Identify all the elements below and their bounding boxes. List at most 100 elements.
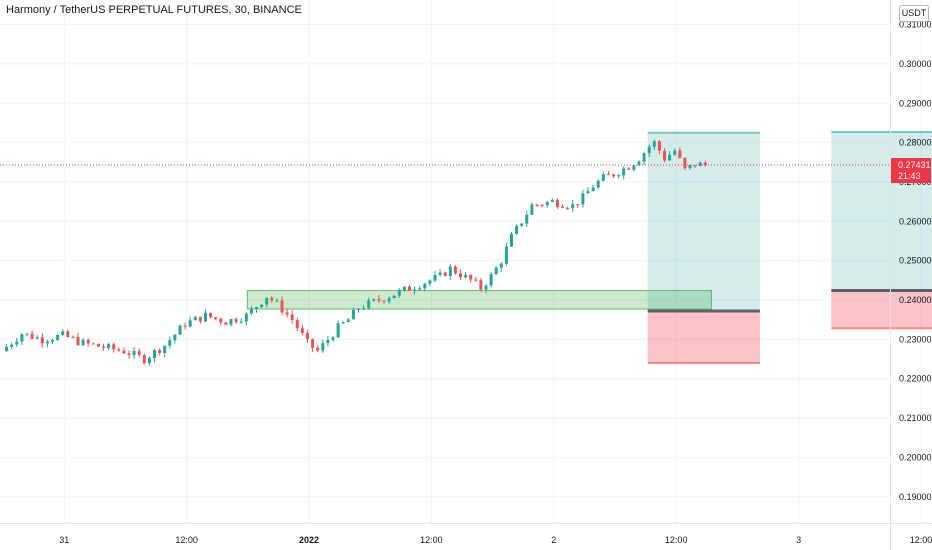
candle (469, 274, 473, 283)
candle (61, 329, 65, 336)
candle (571, 199, 575, 212)
y-tick-label: 0.25000 (899, 256, 932, 266)
candle-body (596, 180, 600, 188)
candle (657, 140, 661, 155)
candle (331, 335, 335, 342)
profit-zone[interactable] (647, 132, 760, 312)
candle (627, 167, 631, 171)
currency-button[interactable]: USDT (899, 5, 929, 22)
candle-body (484, 285, 488, 290)
candle-body (178, 325, 182, 335)
candle-body (469, 274, 473, 280)
candle-body (15, 341, 19, 345)
candle-body (438, 272, 442, 276)
candle-body (459, 273, 462, 278)
candle (566, 206, 570, 211)
candle-body (474, 279, 478, 281)
candle (489, 272, 493, 288)
y-tick-label: 0.26000 (899, 216, 932, 226)
candle-body (306, 332, 309, 340)
candle (71, 335, 75, 339)
candle-body (153, 350, 156, 359)
profit-zone[interactable] (831, 131, 932, 291)
candle-body (5, 346, 9, 352)
support-zone-rect[interactable] (246, 290, 712, 310)
candle-body (397, 290, 401, 296)
candle (479, 277, 483, 293)
candle (280, 296, 284, 316)
candle-body (168, 340, 172, 346)
y-tick-label: 0.20000 (899, 452, 932, 462)
loss-zone[interactable] (831, 290, 932, 329)
candle-body (260, 304, 264, 308)
candle (224, 321, 228, 325)
candle-body (183, 325, 187, 327)
candle-body (275, 300, 279, 302)
grid (0, 0, 922, 523)
candle-body (632, 165, 636, 170)
candle (306, 330, 309, 343)
x-tick-label: 2 (551, 535, 556, 545)
candle (561, 204, 564, 209)
candle (413, 286, 417, 295)
candle (35, 335, 39, 340)
candle (300, 324, 304, 336)
candle-body (504, 246, 508, 264)
candle (234, 317, 238, 324)
candle-body (688, 164, 692, 169)
x-tick-label: 12:00 (910, 535, 932, 545)
candle-body (25, 333, 29, 335)
candle-body (40, 337, 44, 344)
candle-body (448, 266, 452, 277)
y-tick-label: 0.28000 (899, 138, 932, 148)
candle (382, 300, 386, 304)
candle (178, 324, 182, 335)
candle (239, 318, 243, 325)
candle-body (622, 168, 626, 176)
loss-zone[interactable] (647, 311, 760, 363)
candle (663, 148, 666, 163)
candle (183, 322, 187, 330)
candle (484, 283, 488, 294)
candle (397, 288, 401, 298)
candle (688, 164, 692, 170)
candle (336, 320, 340, 338)
candle-body (550, 200, 554, 203)
candle (448, 264, 452, 281)
candle (255, 306, 258, 313)
candle (285, 308, 289, 318)
candle (525, 210, 529, 228)
candle-body (617, 175, 621, 177)
candle-body (652, 141, 656, 147)
candle (581, 189, 585, 208)
candle-body (418, 288, 422, 290)
candle (15, 337, 19, 348)
candle (142, 353, 146, 365)
long-position-tool[interactable] (647, 131, 760, 364)
candle (326, 336, 330, 347)
candle (530, 202, 534, 215)
candle-body (693, 164, 697, 167)
candle-body (224, 322, 228, 325)
candle-body (510, 233, 513, 247)
candle-body (683, 157, 687, 169)
candle-body (107, 344, 111, 348)
candle-body (66, 331, 70, 337)
current-price-label: 0.27431 (898, 160, 931, 170)
candle-body (265, 297, 269, 305)
candle (622, 166, 626, 180)
candle-body (71, 336, 75, 338)
candle (402, 286, 406, 292)
candle (158, 348, 162, 356)
candle (198, 316, 202, 324)
candle (550, 198, 554, 203)
candle (494, 265, 498, 275)
candle-body (331, 337, 335, 340)
candle-body (678, 150, 682, 158)
candle-body (642, 153, 646, 162)
candle (351, 307, 355, 320)
candle-body (428, 280, 432, 284)
candle-body (673, 150, 677, 155)
candle-body (357, 308, 360, 310)
